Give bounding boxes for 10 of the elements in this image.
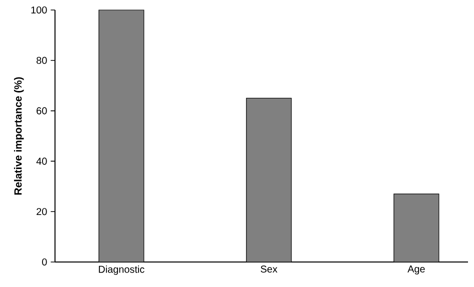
x-tick-label: Diagnostic bbox=[98, 266, 144, 275]
y-tick-label: 0 bbox=[42, 258, 47, 266]
x-tick-label: Age bbox=[408, 266, 425, 274]
y-tick-label: 60 bbox=[36, 107, 47, 114]
y-tick-label: 20 bbox=[36, 208, 47, 216]
y-tick-label: 80 bbox=[36, 56, 47, 64]
y-tick-label: 100 bbox=[31, 6, 47, 14]
y-axis-title: Relative importance (%) bbox=[14, 77, 24, 195]
x-tick-label: Sex bbox=[260, 266, 278, 273]
y-tick-label: 40 bbox=[36, 158, 47, 165]
